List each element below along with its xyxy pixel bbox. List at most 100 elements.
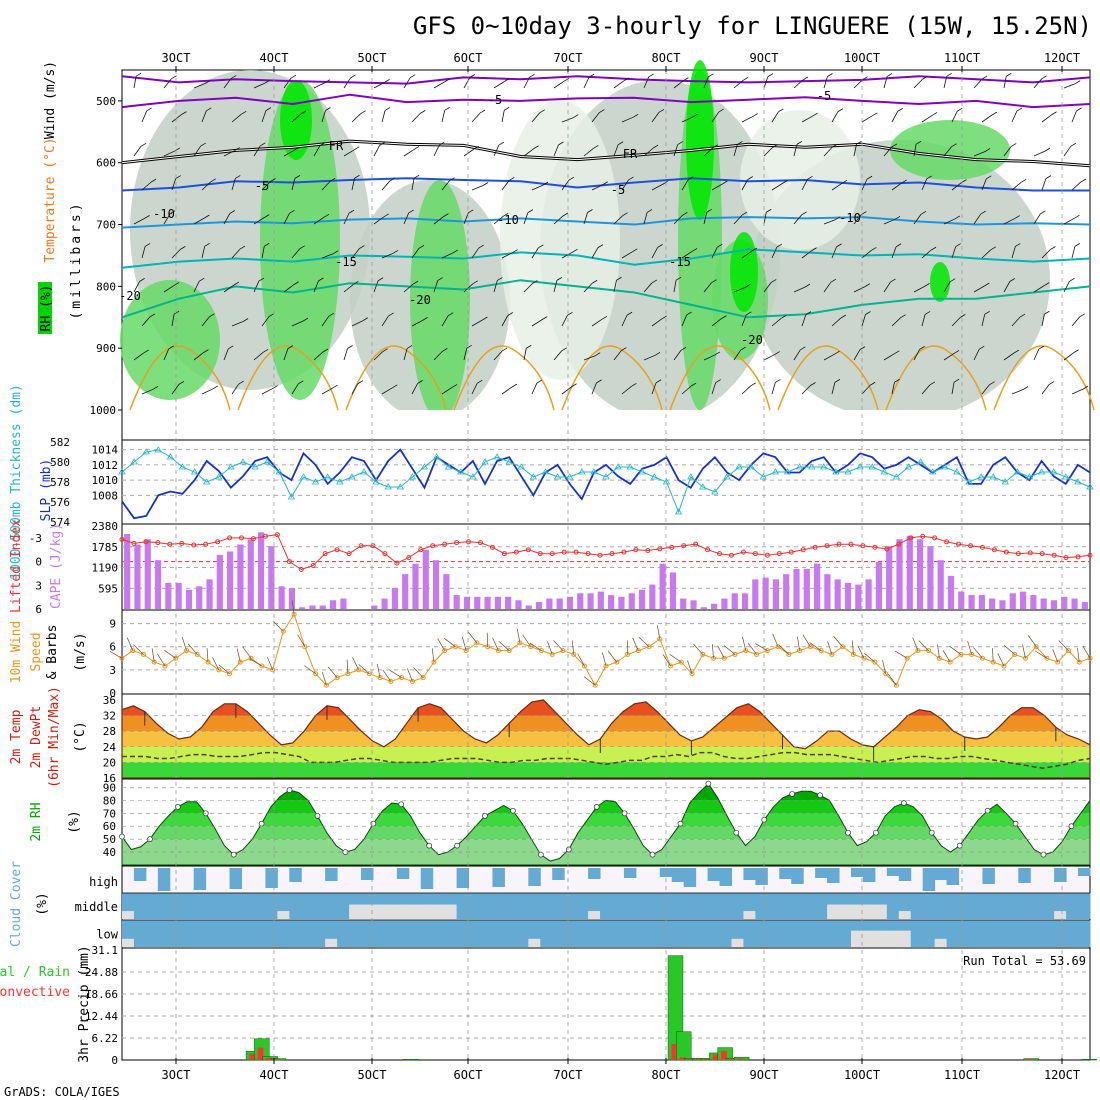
cloud-middle	[731, 893, 744, 919]
wind-barb-flag	[1022, 386, 1029, 390]
thickness-marker	[590, 468, 598, 475]
cloud-high	[946, 868, 960, 885]
thickness-marker	[1037, 468, 1046, 475]
wind-barb	[231, 248, 241, 259]
cloud-low	[408, 920, 422, 947]
wind-barb-flag	[891, 143, 898, 148]
cape-bar	[237, 544, 244, 609]
li-marker	[274, 532, 280, 538]
wind-barb-flag	[150, 178, 157, 183]
wind-barb-flag	[776, 243, 783, 248]
wind-barb-flag	[144, 243, 151, 247]
ylabel-total-rain: Total / Rain	[0, 965, 70, 980]
cloud-low	[265, 920, 278, 947]
cloud-low	[145, 920, 159, 947]
wind-barb	[141, 388, 154, 395]
precip-convective-bar	[257, 1047, 264, 1060]
cloud-middle	[205, 893, 219, 919]
wind-barb-flag	[359, 245, 365, 249]
cloud-low	[217, 920, 231, 947]
thickness-marker	[723, 473, 731, 480]
contour-label: -10	[153, 207, 175, 221]
ylabel-cloud-units: (%)	[35, 892, 50, 915]
slp-tick-label: 1010	[92, 474, 119, 487]
wind-barb-flag	[662, 181, 668, 185]
wind-barb	[733, 349, 742, 361]
wind-barb	[1063, 281, 1070, 293]
wind-barb-flag	[447, 312, 454, 317]
wind-barb-flag	[658, 108, 665, 113]
cloud-middle	[743, 893, 756, 912]
wind-barb	[823, 281, 832, 293]
wind-barb-10m	[857, 645, 865, 659]
cloud-low	[767, 920, 780, 947]
cape-bar	[700, 607, 707, 609]
thickness-marker	[457, 468, 465, 475]
wind-barb-flag	[930, 246, 937, 251]
wind-barb	[651, 247, 658, 259]
wind-barb-flag	[527, 209, 534, 213]
rh-shading	[686, 60, 714, 220]
wind-barb-flag	[392, 384, 398, 389]
rh-shading	[890, 120, 1010, 180]
wind-barb-10m	[802, 634, 811, 647]
wind-barb	[681, 385, 692, 395]
wind-barb-10m	[516, 629, 521, 643]
li-marker	[1075, 554, 1081, 560]
wind-barb-10m	[809, 642, 822, 651]
thickness-marker	[565, 473, 574, 480]
wind-barb-10m	[778, 644, 790, 655]
thickness-marker	[299, 473, 308, 480]
wind-barb-flag	[173, 282, 180, 286]
cloud-middle	[241, 893, 254, 919]
wind-barb-flag	[802, 76, 809, 81]
wind-marker	[560, 648, 566, 654]
ylabel-thickness: 1000-500mb Thickness (dm)	[9, 384, 24, 580]
near-surface-isotherm	[129, 345, 231, 411]
wind-barb-flag	[501, 347, 508, 352]
cloud-low	[253, 920, 266, 947]
near-surface-isotherm	[345, 345, 447, 411]
wind-barb-10m	[937, 644, 940, 659]
wind-barb-flag	[687, 176, 694, 181]
cloud-row-label: high	[89, 875, 118, 889]
wind-marker	[1044, 655, 1050, 661]
wind-barb	[921, 384, 931, 395]
cape-bar	[618, 596, 625, 609]
thickness-marker	[1049, 468, 1058, 475]
isotherm	[121, 216, 1091, 229]
li-marker	[920, 533, 926, 539]
li-marker	[1027, 550, 1033, 556]
cloud-middle	[396, 893, 410, 905]
wind-barb-flag	[955, 243, 961, 247]
rh-tick-label: 40	[103, 846, 116, 859]
cape-bar	[1009, 593, 1016, 609]
wind-barb	[523, 348, 527, 361]
wind-marker	[452, 644, 458, 650]
cloud-middle	[671, 893, 685, 919]
wind-barb-10m	[444, 638, 456, 647]
wind-barb	[741, 116, 753, 123]
wind-marker	[474, 640, 480, 646]
wind-barb	[1003, 352, 1015, 361]
wind-barb	[163, 285, 175, 293]
wind-barb-10m	[164, 649, 176, 659]
thickness-marker	[251, 463, 259, 470]
wind-barb-flag	[894, 350, 900, 355]
contour-label: FR	[623, 147, 638, 161]
wind-barb-flag	[691, 248, 698, 252]
pressure-tick-label: 1000	[90, 404, 117, 417]
wind-barb-flag	[894, 378, 900, 383]
cape-bar	[814, 563, 821, 609]
wind-barb-10m	[852, 640, 854, 655]
wind-panel: 0 3 6 9 10m Wind Speed & Barbs (m/s)	[9, 600, 1093, 700]
wind-barb	[561, 315, 568, 327]
thickness-marker	[323, 473, 332, 480]
wind-barb	[823, 76, 828, 89]
cape-bar	[1050, 600, 1058, 609]
rh-marker	[733, 829, 740, 836]
wind-barb-flag	[171, 75, 177, 80]
wind-barb	[921, 249, 932, 259]
wind-tick-label: 0	[109, 687, 116, 700]
wind-barb-flag	[181, 111, 187, 115]
